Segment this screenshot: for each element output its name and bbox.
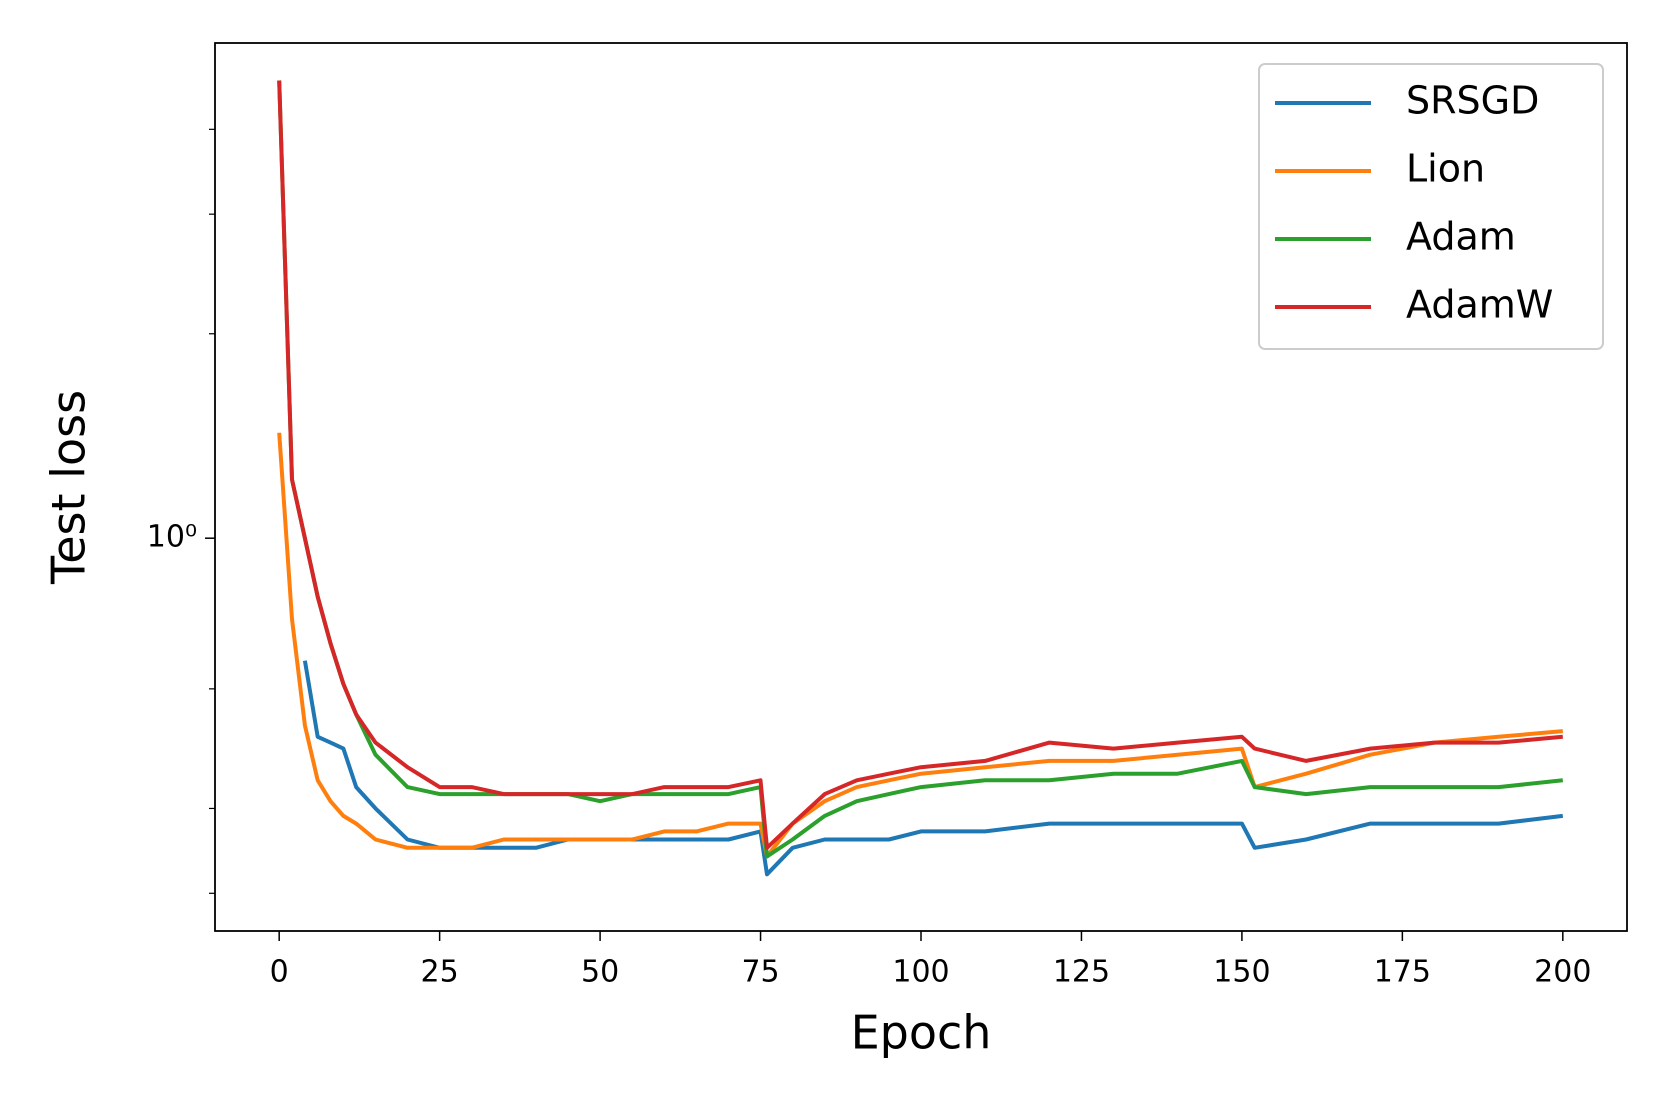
x-tick-label: 125 — [1053, 955, 1110, 990]
x-tick-label: 0 — [270, 955, 289, 990]
legend-box — [1258, 63, 1604, 350]
x-tick-label: 50 — [581, 955, 619, 990]
x-tick-label: 75 — [741, 955, 779, 990]
series-line — [277, 432, 1563, 859]
x-axis-label: Epoch — [851, 1006, 992, 1060]
legend-label: Adam — [1406, 215, 1516, 259]
x-tick-label: 175 — [1374, 955, 1431, 990]
legend-label: Lion — [1406, 147, 1485, 191]
legend-label: SRSGD — [1406, 79, 1539, 123]
legend-label: AdamW — [1406, 283, 1553, 327]
x-tick-label: 25 — [421, 955, 459, 990]
y-tick-label: 10⁰ — [147, 520, 197, 555]
series-line — [277, 80, 1563, 850]
x-tick-label: 200 — [1534, 955, 1591, 990]
x-tick-label: 150 — [1213, 955, 1270, 990]
x-tick-label: 100 — [892, 955, 949, 990]
y-axis-label: Test loss — [42, 390, 96, 585]
plot-frame — [214, 42, 1628, 932]
